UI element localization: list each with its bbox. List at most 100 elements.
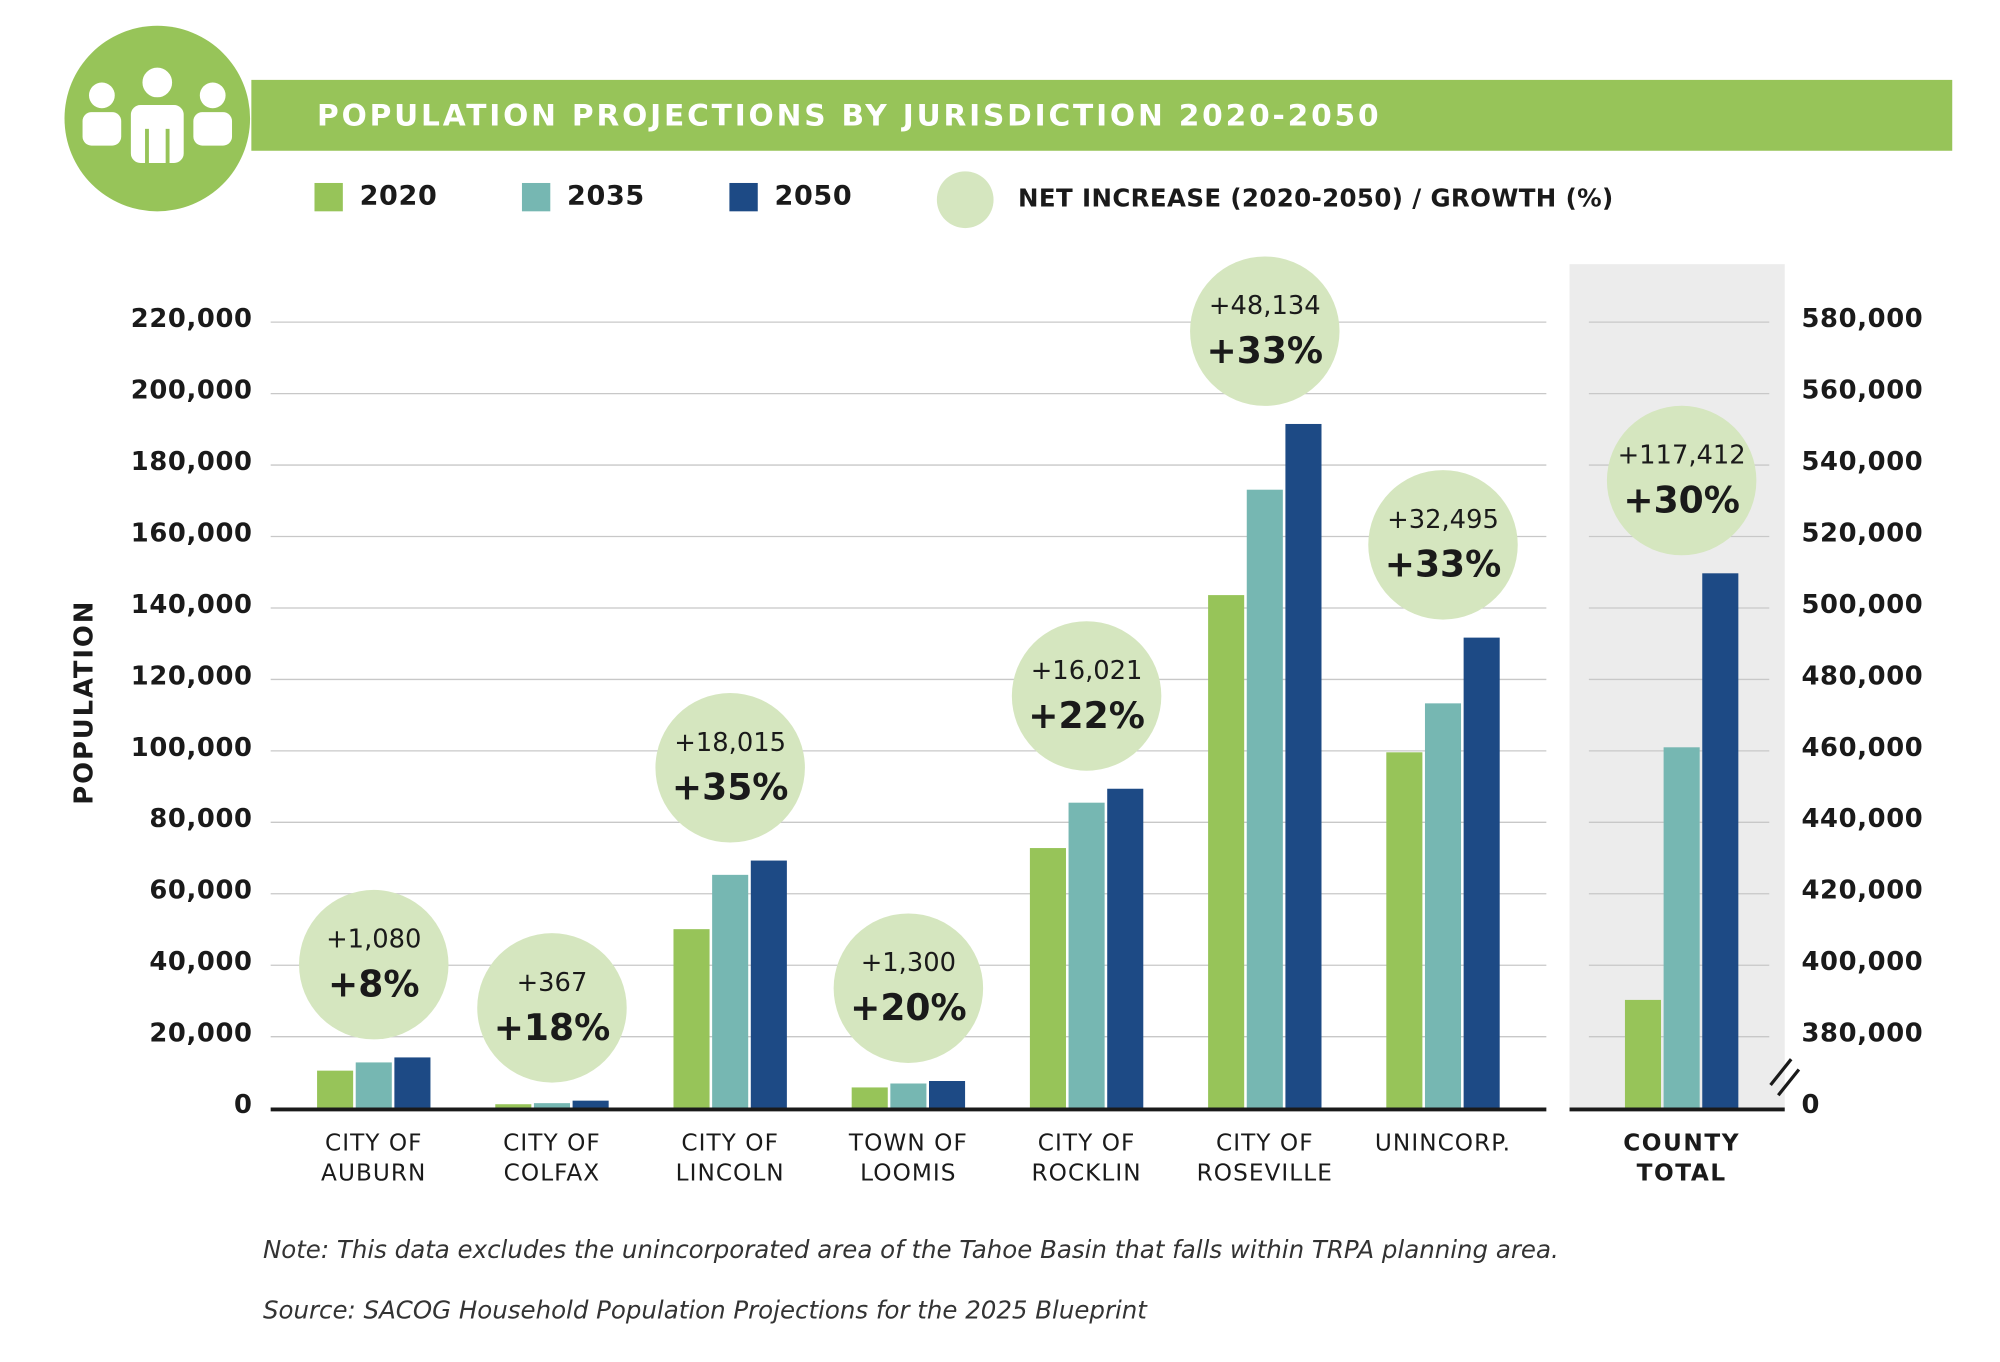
bar [1029, 848, 1066, 1109]
bar [890, 1083, 927, 1109]
y-tick-label: 480,000 [1801, 661, 1923, 691]
growth-label: +35% [672, 767, 789, 809]
x-tick-label-box: CITY OF ROCKLIN [1031, 1130, 1142, 1187]
x-tick-label-box: UNINCORP. [1374, 1130, 1512, 1158]
annotation-bubble [477, 933, 627, 1083]
bar [355, 1062, 392, 1109]
growth-label: +18% [494, 1007, 611, 1049]
bar [929, 1081, 966, 1109]
bar [1208, 595, 1245, 1109]
x-tick-label: CITY OF AUBURN [321, 1130, 427, 1187]
net-increase-label: +48,134 [1209, 291, 1321, 321]
y-tick-label: 180,000 [131, 447, 253, 477]
bar [1285, 423, 1322, 1109]
y-tick-label: 160,000 [131, 518, 253, 548]
y-tick-label: 200,000 [131, 376, 253, 406]
bar [851, 1087, 888, 1109]
bar [1386, 752, 1423, 1109]
legend-swatch [314, 182, 343, 212]
x-tick-label: UNINCORP. [1374, 1130, 1512, 1158]
bar [1246, 489, 1283, 1109]
legend-swatch [521, 182, 551, 212]
bar [1463, 637, 1500, 1109]
y-tick-label: 540,000 [1801, 447, 1923, 477]
y-tick-label: 100,000 [131, 733, 253, 763]
header-icon [64, 25, 251, 212]
y-tick-label: 80,000 [149, 804, 252, 834]
growth-label: +22% [1028, 695, 1145, 737]
title-banner [251, 79, 1953, 151]
bar [572, 1100, 609, 1109]
bar [1424, 703, 1462, 1109]
bar [750, 860, 787, 1109]
y-tick-label: 440,000 [1801, 804, 1923, 834]
bar [1624, 999, 1662, 1109]
annotation-bubble [655, 693, 805, 843]
annotation-bubble [1011, 621, 1162, 771]
annotation-bubble [1606, 405, 1757, 556]
bar [317, 1070, 354, 1109]
annotation-bubble [1368, 470, 1518, 620]
y-tick-label: 0 [234, 1090, 253, 1120]
legend-bubble [936, 171, 994, 229]
x-tick-label: CITY OF COLFAX [503, 1130, 601, 1187]
y-tick-label: 520,000 [1801, 518, 1923, 548]
x-tick-label: TOWN OF LOOMIS [848, 1130, 968, 1187]
x-tick-label-box: CITY OF AUBURN [321, 1130, 427, 1187]
x-tick-label: COUNTY TOTAL [1623, 1130, 1741, 1187]
growth-label: +33% [1207, 330, 1324, 372]
y-tick-label: 580,000 [1801, 304, 1923, 334]
growth-label: +8% [328, 964, 419, 1006]
growth-label: +30% [1623, 479, 1740, 521]
x-tick-label: CITY OF ROSEVILLE [1196, 1130, 1333, 1187]
axis-break [1769, 1058, 1793, 1086]
bar [495, 1104, 532, 1109]
y-tick-label: 400,000 [1801, 947, 1923, 977]
y-tick-label: 60,000 [149, 876, 252, 906]
y-tick-label: 120,000 [131, 661, 253, 691]
annotation-bubble [833, 913, 984, 1063]
y-tick-label: 460,000 [1801, 733, 1923, 763]
chart-title: POPULATION PROJECTIONS BY JURISDICTION 2… [317, 98, 1381, 133]
legend-label: 2020 [360, 181, 438, 212]
x-tick-label-box: CITY OF ROSEVILLE [1196, 1130, 1333, 1187]
y-tick-label: 380,000 [1801, 1019, 1923, 1049]
legend-label: NET INCREASE (2020-2050) / GROWTH (%) [1018, 184, 1614, 213]
axis-break [1777, 1068, 1801, 1097]
y-axis-label: POPULATION [70, 600, 100, 805]
legend-swatch [729, 182, 758, 212]
x-tick-label-box: CITY OF LINCOLN [675, 1130, 785, 1187]
growth-label: +20% [850, 987, 967, 1029]
legend-label: 2050 [775, 181, 853, 212]
legend-label: 2035 [567, 181, 645, 212]
annotation-bubble [1190, 256, 1340, 406]
y-tick-label: 420,000 [1801, 876, 1923, 906]
bar [1107, 788, 1144, 1109]
y-tick-label: 560,000 [1801, 376, 1923, 406]
net-increase-label: +16,021 [1031, 656, 1143, 686]
bar [1068, 802, 1105, 1109]
x-tick-label-box: CITY OF COLFAX [503, 1130, 601, 1187]
source-note: Source: SACOG Household Population Proje… [263, 1296, 1148, 1325]
x-tick-label-box: TOWN OF LOOMIS [848, 1130, 968, 1187]
annotation-bubble [299, 889, 449, 1040]
net-increase-label: +18,015 [674, 728, 786, 758]
y-tick-label: 40,000 [149, 947, 252, 977]
x-tick-label: CITY OF ROCKLIN [1031, 1130, 1142, 1187]
bar [1663, 747, 1700, 1109]
x-tick-label: CITY OF LINCOLN [675, 1130, 785, 1187]
y-tick-label: 0 [1801, 1090, 1820, 1120]
y-tick-label: 500,000 [1801, 590, 1923, 620]
y-tick-label: 20,000 [149, 1019, 252, 1049]
growth-label: +33% [1385, 544, 1502, 586]
bar [1702, 573, 1739, 1109]
y-tick-label: 220,000 [131, 304, 253, 334]
x-tick-label-box: COUNTY TOTAL [1623, 1130, 1741, 1187]
bar [712, 874, 749, 1109]
net-increase-label: +117,412 [1618, 441, 1746, 471]
net-increase-label: +1,300 [861, 948, 956, 978]
net-increase-label: +367 [517, 968, 588, 998]
bar [394, 1057, 431, 1109]
bar [533, 1103, 571, 1109]
